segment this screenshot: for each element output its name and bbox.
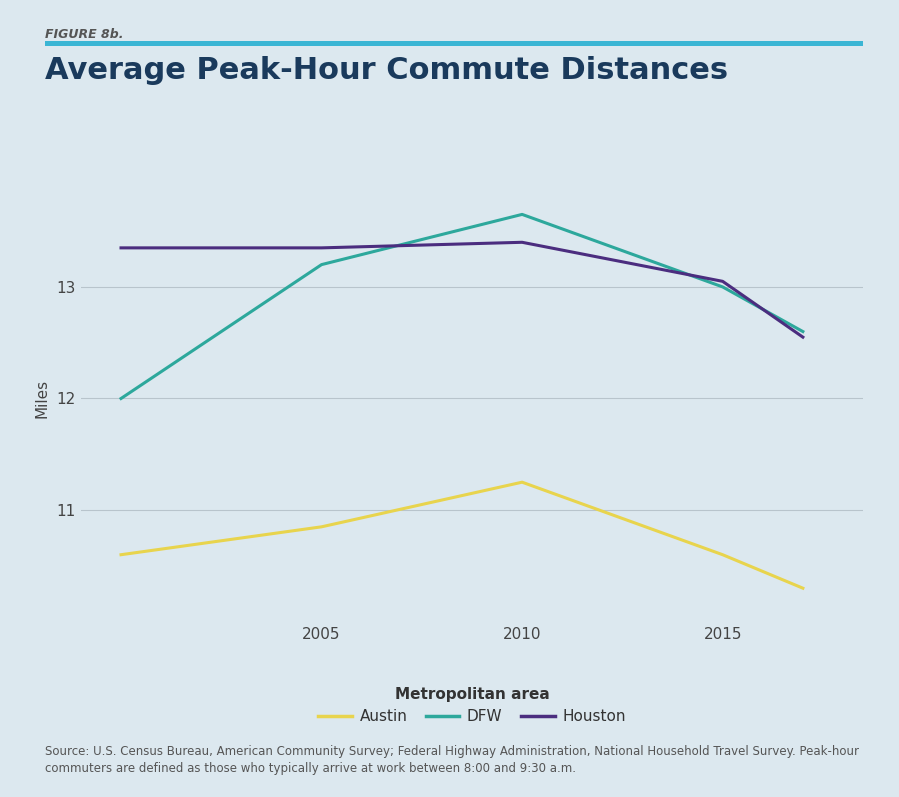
Text: Average Peak-Hour Commute Distances: Average Peak-Hour Commute Distances — [45, 56, 728, 84]
Text: FIGURE 8b.: FIGURE 8b. — [45, 28, 123, 41]
Legend: Austin, DFW, Houston: Austin, DFW, Houston — [312, 681, 632, 731]
Y-axis label: Miles: Miles — [35, 379, 49, 418]
Text: Source: U.S. Census Bureau, American Community Survey; Federal Highway Administr: Source: U.S. Census Bureau, American Com… — [45, 745, 859, 775]
